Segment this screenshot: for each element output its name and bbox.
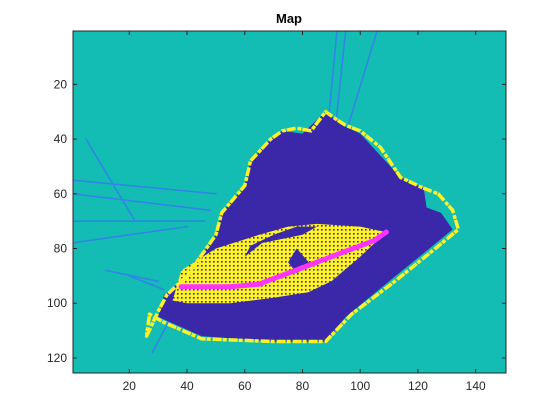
path-point-11: [372, 237, 378, 243]
ray-3: [73, 179, 217, 195]
x-tick-label: 80: [296, 379, 310, 393]
chart-title: Map: [276, 11, 302, 26]
y-tick-label: 40: [54, 132, 68, 146]
plot-frame: [72, 30, 507, 374]
path-point-10: [357, 243, 363, 249]
x-tick-label: 40: [180, 379, 194, 393]
obstacle-grid: [172, 223, 387, 304]
path-point-1: [198, 284, 205, 290]
y-tick-label: 60: [54, 187, 68, 201]
y-tick-label: 20: [54, 77, 68, 91]
path-point-3: [256, 281, 262, 287]
path-point-4: [271, 276, 277, 282]
x-tick-label: 20: [123, 379, 137, 393]
x-axis: 20 40 60 80 100 120 140: [123, 31, 486, 393]
y-tick-label: 80: [54, 242, 68, 256]
path-point-12: [383, 229, 389, 235]
interior-free-2: [334, 133, 346, 202]
interior-free-0: [244, 226, 317, 257]
x-tick-label: 100: [350, 379, 370, 393]
path-point-9: [343, 248, 349, 254]
x-tick-label: 60: [238, 379, 252, 393]
x-tick-label: 120: [408, 379, 428, 393]
path-point-6: [299, 265, 306, 271]
ray-6: [73, 225, 188, 244]
ray-4: [73, 193, 211, 212]
y-tick-label: 120: [47, 351, 67, 365]
path-point-7: [314, 259, 320, 265]
path-point-5: [285, 270, 291, 276]
path-point-2: [227, 284, 233, 290]
y-axis: 20 40 60 80 100 120: [47, 77, 506, 365]
ray-2: [344, 31, 378, 135]
path-point-8: [328, 254, 334, 260]
ray-10: [151, 318, 171, 354]
x-tick-label: 140: [466, 379, 486, 393]
wall-0: [144, 109, 461, 344]
ray-8: [105, 269, 160, 283]
plot-content: [73, 31, 461, 354]
y-tick-label: 100: [47, 296, 67, 310]
path-point-0: [178, 284, 184, 290]
ray-7: [84, 138, 137, 223]
ray-9: [128, 274, 165, 291]
